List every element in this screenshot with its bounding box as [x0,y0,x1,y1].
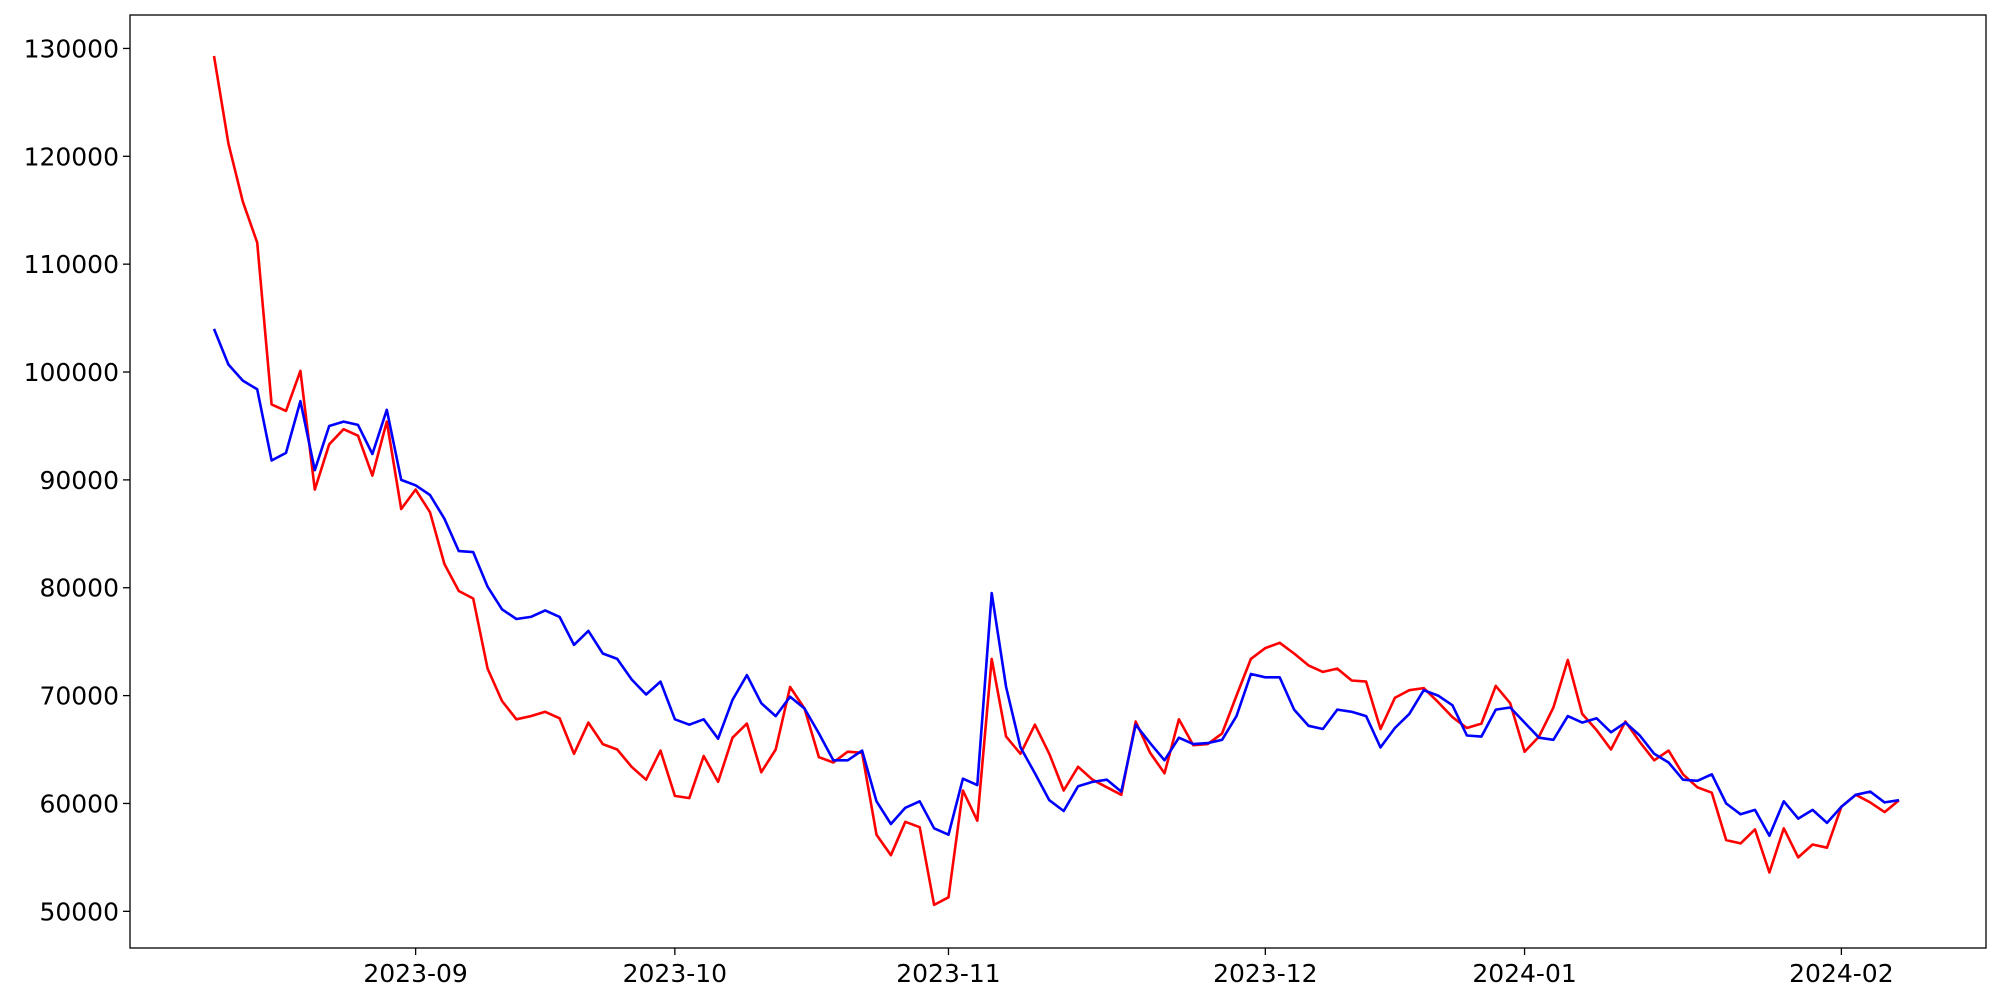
y-tick-label: 80000 [39,574,119,603]
y-tick-label: 130000 [24,34,119,63]
x-tick-label: 2024-01 [1472,959,1576,988]
x-tick-label: 2023-10 [623,959,727,988]
y-tick-label: 50000 [39,897,119,926]
x-tick-label: 2023-11 [896,959,1000,988]
x-tick-label: 2023-09 [363,959,467,988]
y-tick-label: 70000 [39,682,119,711]
y-tick-label: 120000 [24,142,119,171]
y-tick-label: 60000 [39,789,119,818]
y-tick-label: 100000 [24,358,119,387]
y-tick-label: 90000 [39,466,119,495]
x-tick-label: 2023-12 [1213,959,1317,988]
series-line [212,55,1900,907]
series-line [212,328,1900,838]
x-tick-label: 2024-02 [1789,959,1893,988]
y-tick-label: 110000 [24,250,119,279]
plot-frame [129,14,1987,949]
